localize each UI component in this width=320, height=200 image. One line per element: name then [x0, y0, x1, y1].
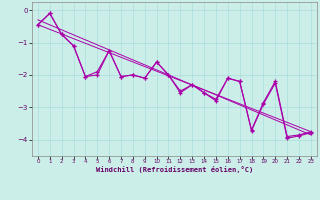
- X-axis label: Windchill (Refroidissement éolien,°C): Windchill (Refroidissement éolien,°C): [96, 166, 253, 173]
